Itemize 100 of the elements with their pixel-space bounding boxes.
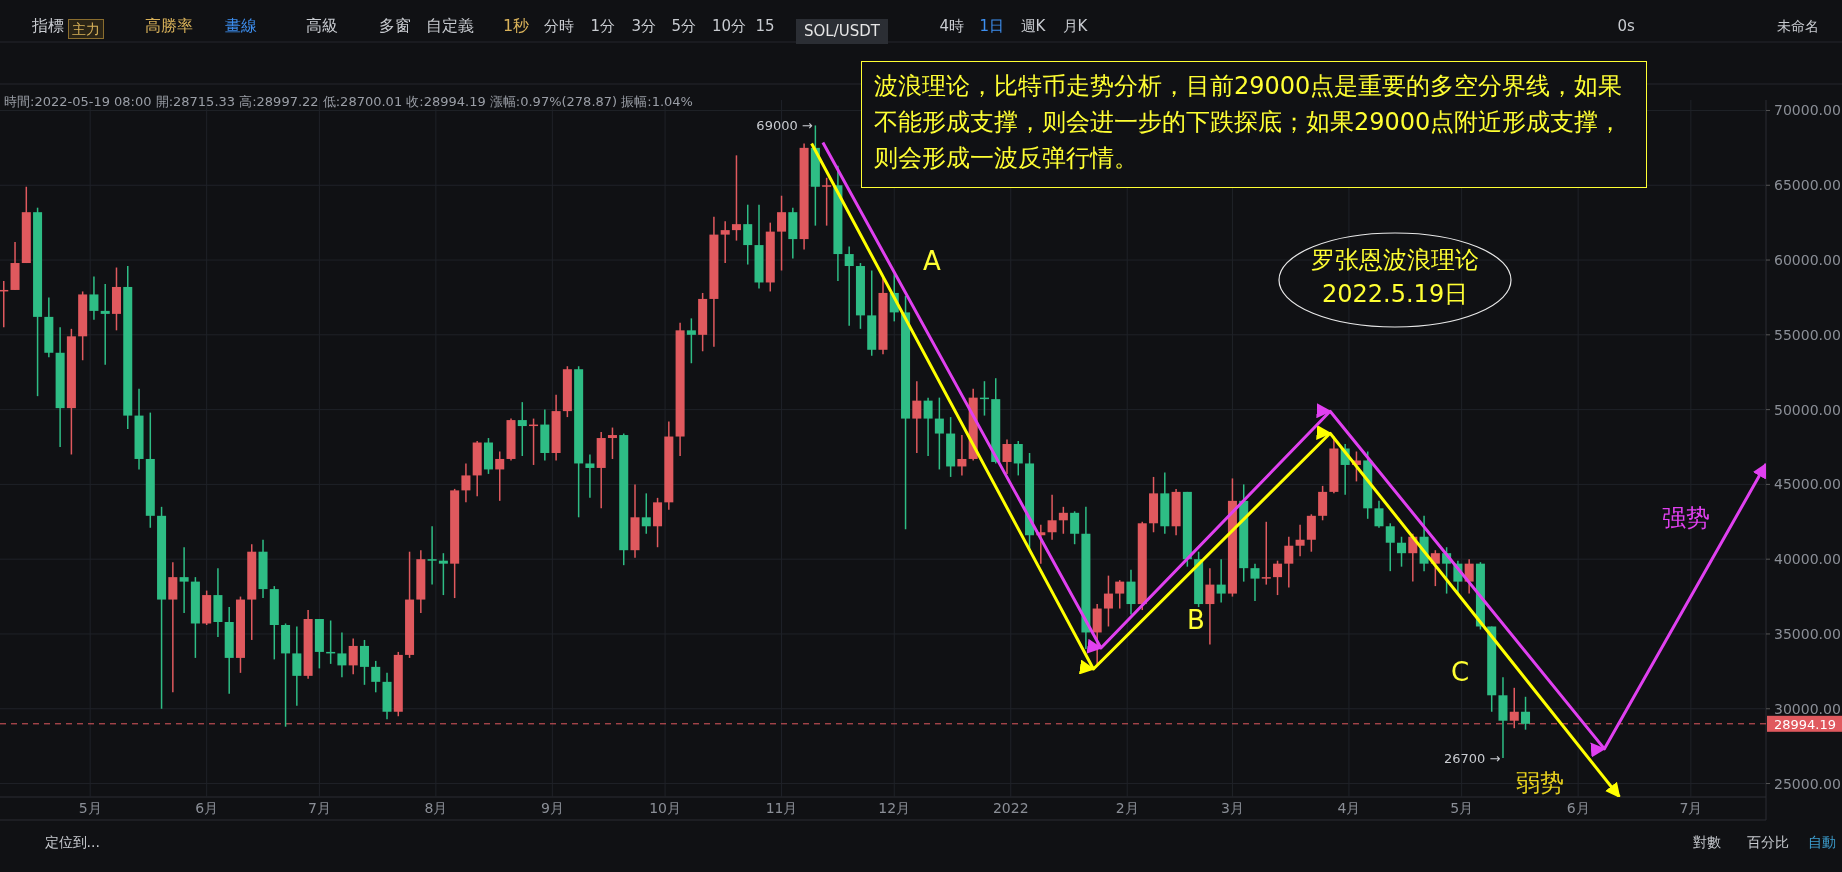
annotation: 2022.5.19日 — [1322, 280, 1469, 308]
x-tick-label: 5月 — [78, 800, 102, 816]
y-tick-label: 45000.00 — [1774, 476, 1841, 493]
x-tick-label: 8月 — [424, 800, 448, 816]
candlestick — [438, 552, 448, 596]
y-tick-label: 55000.00 — [1774, 326, 1841, 343]
candlestick — [359, 639, 369, 686]
annotation: 69000 → — [756, 117, 813, 133]
annotation: 波浪理论，比特币走势分析，目前29000点是重要的多空分界线，如果不能形成支撑，则会进一步的下跌探底；如果29000点附近形成支撑，则会形成一波反弹行情。 — [861, 61, 1647, 188]
candlestick — [743, 203, 753, 266]
text: 畫線 — [225, 16, 257, 35]
x-tick-label: 7月 — [307, 800, 331, 816]
annotation: 弱势 — [1516, 769, 1564, 797]
x-tick-label: 6月 — [1566, 800, 1590, 816]
candlestick — [1374, 500, 1384, 529]
candlestick — [1126, 568, 1136, 616]
annotation: 時間:2022-05-19 08:00 開:28715.33 高:28997.22 低:28700.01 收:28994.19 漲幅:0.97%(278.87) 振幅:1.04% — [4, 93, 693, 109]
candlestick — [89, 275, 99, 321]
x-tick-label: 7月 — [1679, 800, 1703, 816]
text: 0s — [1617, 16, 1635, 35]
text: 自定義 — [426, 16, 474, 35]
candlestick — [1284, 536, 1294, 589]
x-tick-label: 2月 — [1115, 800, 1139, 816]
text: 週K — [1020, 16, 1046, 35]
x-tick-label: 12月 — [878, 800, 911, 816]
x-tick-label: 5月 — [1450, 800, 1474, 816]
candlestick — [348, 637, 358, 676]
text: 指標 — [32, 16, 64, 35]
text: 高級 — [306, 16, 338, 35]
candlestick — [777, 194, 787, 272]
candlestick — [495, 450, 505, 502]
y-tick-label: 40000.00 — [1774, 551, 1841, 568]
y-tick-label: 65000.00 — [1774, 177, 1841, 194]
y-tick-label: 35000.00 — [1774, 625, 1841, 642]
candlestick — [1306, 513, 1316, 553]
candlestick — [1397, 536, 1407, 568]
text: 15 — [755, 16, 775, 35]
candlestick — [1115, 579, 1125, 610]
candlestick — [686, 317, 696, 364]
candlestick — [731, 154, 741, 242]
x-tick-label: 11月 — [765, 800, 798, 816]
text: 10分 — [712, 16, 747, 35]
candlestick — [292, 625, 302, 707]
y-tick-label: 30000.00 — [1774, 700, 1841, 717]
candlestick — [1216, 558, 1226, 604]
candlestick — [179, 546, 189, 614]
y-tick-label: 70000.00 — [1774, 102, 1841, 119]
text: 多窗 — [379, 16, 411, 35]
candlestick — [1295, 524, 1305, 557]
x-tick-label: 10月 — [649, 800, 681, 816]
candlestick — [1103, 574, 1113, 628]
annotation: 强势 — [1662, 504, 1710, 532]
x-tick-label: 6月 — [195, 800, 219, 816]
annotation: A — [923, 246, 941, 276]
candlestick — [822, 177, 832, 227]
y-tick-label: 25000.00 — [1774, 775, 1841, 792]
candlestick — [1521, 696, 1531, 731]
ref-line-label: 28994.19 — [1774, 716, 1837, 732]
candlestick — [1261, 521, 1271, 586]
candlestick — [720, 220, 730, 264]
annotation: C — [1451, 657, 1470, 687]
text: 4時 — [939, 16, 965, 35]
candlestick — [371, 660, 381, 694]
candlestick — [1070, 510, 1080, 545]
annotation: B — [1187, 605, 1205, 635]
text: 百分比 — [1747, 834, 1789, 850]
text: 3分 — [631, 16, 657, 35]
candlestick — [641, 492, 651, 535]
candlestick — [912, 380, 922, 454]
x-tick-label: 3月 — [1220, 800, 1244, 816]
text: 對數 — [1693, 834, 1721, 850]
annotation: 罗张恩波浪理论 — [1311, 246, 1479, 274]
text: 1日 — [979, 16, 1005, 35]
text: 月K — [1062, 16, 1088, 35]
candlestick — [427, 525, 437, 586]
candlestick — [653, 497, 663, 548]
candlestick — [1205, 567, 1215, 646]
annotation: 26700 → — [1443, 750, 1501, 766]
candlestick — [957, 434, 967, 477]
candlestick — [1385, 522, 1395, 572]
candlestick — [607, 426, 617, 460]
candlestick — [1318, 485, 1328, 522]
text: 定位到... — [44, 834, 100, 850]
text: SOL/USDT — [796, 18, 888, 44]
text: 分時 — [544, 16, 574, 35]
y-tick-label: 50000.00 — [1774, 401, 1841, 418]
candlestick — [1092, 603, 1102, 665]
x-tick-label: 2022 — [992, 800, 1029, 816]
candlestick — [844, 245, 854, 327]
candlestick — [1013, 440, 1023, 477]
candlestick — [337, 631, 347, 679]
candlestick — [461, 462, 471, 504]
candlestick — [1002, 438, 1012, 475]
candlestick — [100, 283, 110, 366]
candlestick — [1250, 562, 1260, 602]
text: 自動 — [1808, 834, 1836, 850]
candlestick — [585, 453, 595, 499]
candlestick — [1058, 506, 1068, 535]
candlestick — [923, 396, 933, 457]
x-tick-label: 4月 — [1337, 800, 1361, 816]
